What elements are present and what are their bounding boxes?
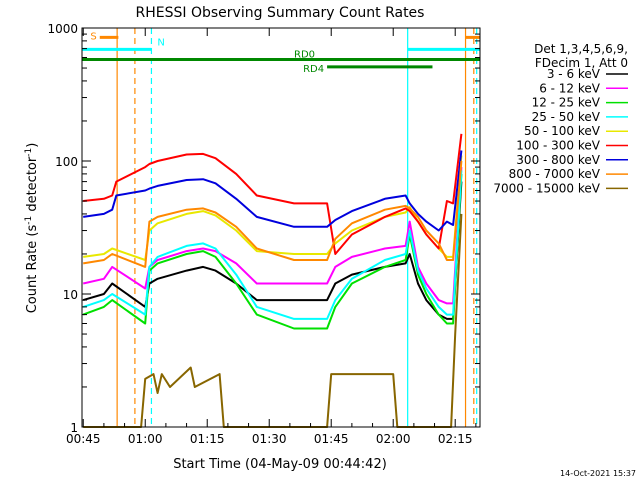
legend: Det 1,3,4,5,6,9, FDecim 1, Att 0 3 - 6 k… <box>493 42 628 195</box>
y-axis-label-sup2: -1 <box>24 148 34 157</box>
legend-label-6-12-kev: 6 - 12 keV <box>539 81 601 95</box>
mode-vlines <box>116 28 478 427</box>
x-tick-label-01-15: 01:15 <box>190 432 225 446</box>
chart-title: RHESSI Observing Summary Count Rates <box>136 5 425 21</box>
y-tick-label-1000: 1000 <box>47 22 78 36</box>
y-axis-label-sup1: -1 <box>24 216 34 225</box>
series-line-3-6-kev <box>82 181 463 320</box>
x-tick-label-00-45: 00:45 <box>66 432 101 446</box>
mode-bars: S N RD0 RD4 <box>82 31 480 75</box>
series-lines <box>82 133 463 428</box>
legend-header-line2: FDecim 1, Att 0 <box>535 56 628 70</box>
plot-frame <box>81 27 481 428</box>
x-tick-label-01-30: 01:30 <box>252 432 287 446</box>
y-axis-label: Count Rate (s-1 detector-1) <box>24 143 40 314</box>
legend-label-12-25-kev: 12 - 25 keV <box>532 96 601 110</box>
legend-label-300-800-kev: 300 - 800 keV <box>516 153 600 167</box>
y-tick-label-100: 100 <box>55 155 78 169</box>
legend-label-3-6-kev: 3 - 6 keV <box>547 67 601 81</box>
y-tick-label-1: 1 <box>70 421 78 435</box>
series-line-25-50-kev <box>82 170 463 320</box>
x-axis-ticks: 00:45 01:00 01:15 01:30 01:45 02:00 02:15 <box>66 28 477 446</box>
x-tick-label-01-45: 01:45 <box>314 432 349 446</box>
x-tick-label-02-15: 02:15 <box>438 432 473 446</box>
y-axis-label-end: ) <box>25 143 40 148</box>
mode-label-n: N <box>157 37 164 48</box>
series-line-300-800-kev <box>83 150 463 232</box>
timestamp-footer: 14-Oct-2021 15:37 <box>560 469 636 478</box>
legend-label-100-300-kev: 100 - 300 keV <box>516 139 600 153</box>
mode-label-rd4: RD4 <box>303 64 324 75</box>
legend-label-25-50-kev: 25 - 50 keV <box>532 110 601 124</box>
x-tick-label-01-00: 01:00 <box>128 432 163 446</box>
legend-label-800-7000-kev: 800 - 7000 keV <box>509 167 601 181</box>
mode-label-s: S <box>90 31 96 42</box>
y-tick-label-10: 10 <box>63 288 78 302</box>
series-line-800-7000-kev <box>83 160 463 268</box>
legend-header-line1: Det 1,3,4,5,6,9, <box>534 42 628 56</box>
series-line-12-25-kev <box>82 173 463 330</box>
x-tick-label-02-00: 02:00 <box>376 432 411 446</box>
series-line-100-300-kev <box>83 133 463 255</box>
legend-label-50-100-kev: 50 - 100 keV <box>524 124 601 138</box>
series-line-6-12-kev <box>82 167 463 305</box>
x-axis-label: Start Time (04-May-09 00:44:42) <box>173 457 387 472</box>
y-axis-label-main: Count Rate (s <box>25 225 40 314</box>
mode-label-rd0: RD0 <box>294 49 315 60</box>
y-axis-label-mid: detector <box>25 156 40 216</box>
y-axis-ticks: 1 10 100 1000 <box>47 22 480 435</box>
legend-label-7000-15000-kev: 7000 - 15000 keV <box>493 181 600 195</box>
